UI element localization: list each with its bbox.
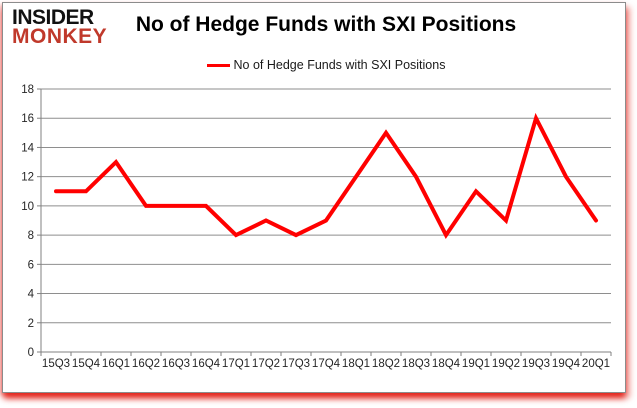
x-tick-label: 16Q3 xyxy=(162,358,190,370)
legend-line-swatch xyxy=(206,63,230,67)
x-tick-label: 18Q3 xyxy=(402,358,430,370)
x-tick-label: 17Q2 xyxy=(252,358,280,370)
y-tick-label: 4 xyxy=(28,289,35,301)
x-tick-label: 19Q4 xyxy=(552,358,581,370)
y-tick-label: 18 xyxy=(21,84,34,96)
logo-monkey-text: MONKEY xyxy=(12,25,108,48)
y-tick-label: 8 xyxy=(28,230,34,242)
y-tick-label: 0 xyxy=(28,347,34,359)
y-tick-label: 14 xyxy=(21,142,34,154)
x-tick-label: 16Q1 xyxy=(102,358,130,370)
series-line xyxy=(54,112,598,239)
gridlines xyxy=(41,88,611,353)
x-tick-label: 18Q2 xyxy=(372,358,400,370)
x-tick-label: 17Q1 xyxy=(222,358,250,370)
y-tick-label: 10 xyxy=(21,201,34,213)
x-tick-label: 17Q3 xyxy=(282,358,310,370)
x-tick-label: 18Q4 xyxy=(432,358,461,370)
x-tick-label: 18Q1 xyxy=(342,358,370,370)
x-tick-label: 19Q2 xyxy=(492,358,520,370)
y-axis: 0 2 4 6 8 10 12 14 16 18 xyxy=(21,84,42,359)
chart-svg: 0 2 4 6 8 10 12 14 16 18 15Q3 15Q4 16Q1 16Q2 16Q3 16Q4… xyxy=(21,84,612,370)
x-tick-label: 15Q4 xyxy=(72,358,101,370)
x-tick-label: 17Q4 xyxy=(312,358,341,370)
x-tick-label: 16Q2 xyxy=(132,358,160,370)
y-tick-label: 16 xyxy=(21,113,34,125)
y-tick-label: 6 xyxy=(28,259,34,271)
chart-title: No of Hedge Funds with SXI Positions xyxy=(135,13,517,36)
legend: No of Hedge Funds with SXI Positions xyxy=(41,58,611,72)
chart-frame: INSIDER MONKEY No of Hedge Funds with SX… xyxy=(2,2,626,393)
x-tick-label: 19Q3 xyxy=(522,358,550,370)
y-tick-label: 2 xyxy=(28,318,34,330)
hedge-funds-line xyxy=(54,112,598,239)
x-axis: 15Q3 15Q4 16Q1 16Q2 16Q3 16Q4 17Q1 17Q2 17Q3 17Q4… xyxy=(40,351,612,370)
x-tick-label: 20Q1 xyxy=(582,358,610,370)
y-tick-label: 12 xyxy=(21,172,34,184)
x-tick-label: 16Q4 xyxy=(192,358,221,370)
x-tick-label: 19Q1 xyxy=(462,358,490,370)
legend-label: No of Hedge Funds with SXI Positions xyxy=(233,58,446,72)
logo-insider-text: INSIDER xyxy=(12,6,94,29)
insider-monkey-logo: INSIDER MONKEY xyxy=(12,6,108,48)
x-tick-label: 15Q3 xyxy=(42,358,70,370)
